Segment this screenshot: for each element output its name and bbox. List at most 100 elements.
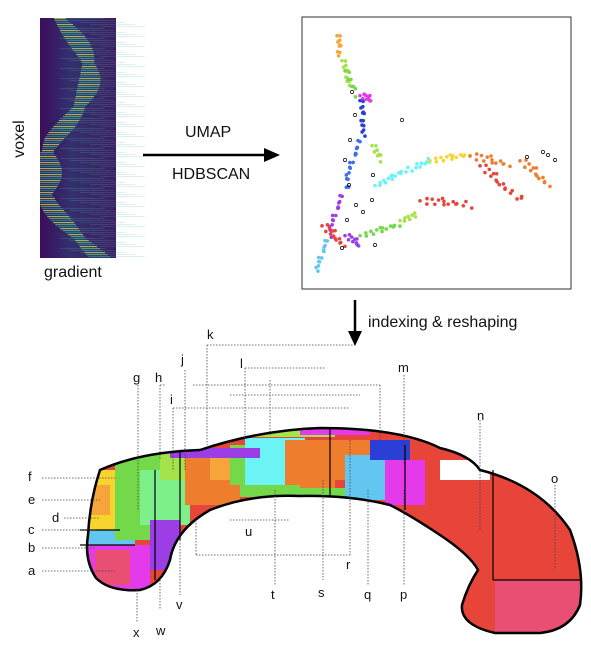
scatter-point <box>497 182 502 187</box>
scatter-point <box>361 123 366 128</box>
heatmap-stripe <box>73 50 94 52</box>
scatter-point <box>491 171 496 176</box>
heatmap-stripe <box>40 192 54 194</box>
scatter-point <box>335 50 340 54</box>
heatmap-stripe <box>80 212 125 213</box>
region-label-u: u <box>245 524 253 539</box>
heatmap-stripe <box>73 106 86 108</box>
heatmap-stripe <box>83 250 103 252</box>
heatmap-stripe <box>60 238 105 239</box>
region-label-n: n <box>477 408 485 423</box>
heatmap-stripe <box>100 226 145 227</box>
scatter-point <box>337 199 342 204</box>
scatter-point <box>508 164 512 169</box>
heatmap-stripe <box>90 194 135 195</box>
scatter-point <box>503 187 507 192</box>
scatter-point <box>333 228 337 233</box>
heatmap-stripe <box>100 106 145 107</box>
scatter-point <box>337 38 342 43</box>
scatter-point <box>349 77 353 82</box>
scatter-noise-point <box>340 246 344 250</box>
region-label-x: x <box>133 625 140 640</box>
heatmap-stripe <box>100 76 145 77</box>
heatmap-stripe <box>40 200 57 202</box>
heatmap-stripe <box>57 26 76 28</box>
scatter-point <box>386 176 391 181</box>
heatmap-stripe <box>90 254 135 255</box>
heatmap-stripe <box>60 88 105 89</box>
scatter-point <box>373 183 377 188</box>
heatmap-stripe <box>60 30 80 32</box>
heatmap-stripe <box>80 222 125 223</box>
heatmap-stripe <box>40 170 62 172</box>
scatter-point <box>462 153 467 157</box>
scatter-point <box>353 95 358 99</box>
heatmap-stripe <box>90 114 135 115</box>
heatmap-stripe <box>43 140 63 142</box>
region-label-o: o <box>551 471 559 486</box>
scatter-point <box>398 218 402 223</box>
heatmap-stripe <box>100 96 145 97</box>
heatmap-stripe <box>42 144 60 146</box>
heatmap-stripe <box>55 22 71 24</box>
heatmap-ylabel: voxel <box>11 120 28 158</box>
heatmap-stripe <box>60 218 105 219</box>
region-label-m: m <box>398 360 409 375</box>
hdbscan-label: HDBSCAN <box>172 166 251 183</box>
scatter-noise-point <box>400 118 404 122</box>
heatmap-stripe <box>90 74 135 75</box>
scatter-point <box>369 229 373 234</box>
heatmap-stripe <box>70 110 115 111</box>
scatter-point <box>374 228 379 232</box>
scatter-noise-point <box>343 158 347 162</box>
heatmap-stripe <box>56 122 79 124</box>
scatter-point <box>346 77 350 82</box>
scatter-point <box>442 202 446 207</box>
heatmap-stripe <box>78 82 101 84</box>
heatmap-stripe <box>40 162 60 164</box>
scatter-point <box>489 174 493 178</box>
scatter-point <box>406 165 410 170</box>
scatter-point <box>317 260 322 264</box>
scatter-point <box>494 178 498 183</box>
scatter-point <box>337 236 342 241</box>
heatmap-stripe <box>79 246 98 248</box>
heatmap-stripe <box>40 154 55 156</box>
heatmap-stripe <box>75 96 95 98</box>
heatmap-stripe <box>63 36 86 38</box>
scatter-point <box>418 199 422 203</box>
heatmap-stripe <box>56 24 74 26</box>
heatmap-stripe <box>100 116 145 117</box>
heatmap-stripe <box>77 88 99 90</box>
heatmap-stripe <box>60 68 105 69</box>
heatmap-stripe <box>43 210 65 212</box>
heatmap-stripe <box>70 230 115 231</box>
heatmap-stripe <box>100 136 145 137</box>
heatmap-stripe <box>70 170 115 171</box>
heatmap-stripe <box>90 84 135 85</box>
region-label-b: b <box>28 540 36 555</box>
heatmap-stripe <box>40 194 53 196</box>
scatter-point <box>439 155 443 160</box>
region-label-l: l <box>240 356 243 371</box>
scatter-point <box>407 217 412 222</box>
heatmap-stripe <box>90 44 135 45</box>
heatmap-stripe <box>90 24 135 25</box>
scatter-point <box>425 196 429 201</box>
heatmap-stripe <box>90 184 135 185</box>
heatmap-stripe <box>90 144 135 145</box>
scatter-point <box>366 96 371 101</box>
scatter-point <box>384 227 389 231</box>
region-label-i: i <box>170 392 173 407</box>
region-label-q: q <box>364 587 372 602</box>
scatter-point <box>364 231 368 235</box>
heatmap-stripe <box>78 244 95 246</box>
scatter-noise-point <box>345 218 349 222</box>
scatter-point <box>331 234 336 238</box>
scatter-point <box>515 197 519 201</box>
heatmap-stripe <box>67 112 84 114</box>
heatmap-stripe <box>100 256 145 257</box>
heatmap-stripe <box>90 124 135 125</box>
heatmap-stripe <box>48 132 71 134</box>
heatmap-stripe <box>71 108 85 110</box>
